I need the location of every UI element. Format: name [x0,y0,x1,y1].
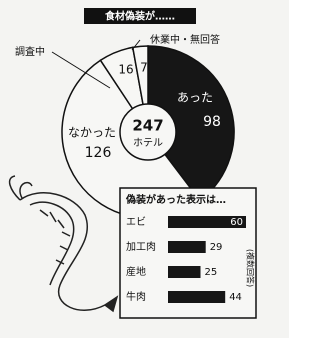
total-value: 247 [132,117,163,135]
slice-label: 調査中 [15,45,45,58]
bar-note: (複数回答) [246,249,256,287]
bar [168,241,206,253]
slice-value: 126 [85,145,112,161]
bar-value: 25 [205,267,218,278]
bar-value: 29 [210,242,223,253]
slice-label: あった [177,91,213,105]
slice-value: 7 [140,61,148,75]
bar-value: 60 [230,217,243,228]
bar [168,291,225,303]
bar-title: 偽装があった表示は… [125,193,226,206]
total-unit: ホテル [133,137,163,149]
slice-label: 休業中・無回答 [150,33,220,46]
bar-label: エビ [126,216,146,228]
bar-value: 44 [229,292,242,303]
bar-label: 牛肉 [126,290,146,303]
slice-value: 98 [203,114,221,130]
bar-label: 産地 [126,265,146,278]
chart: 食材偽装が…… 247 ホテル あった 98 なかった 126 調査中 16 休業中・無回答 7 偽… [0,0,289,338]
chart-title: 食材偽装が…… [104,10,175,23]
slice-label: なかった [68,126,116,140]
bar-label: 加工肉 [126,240,156,253]
bar [168,266,201,278]
slice-value: 16 [118,63,133,77]
